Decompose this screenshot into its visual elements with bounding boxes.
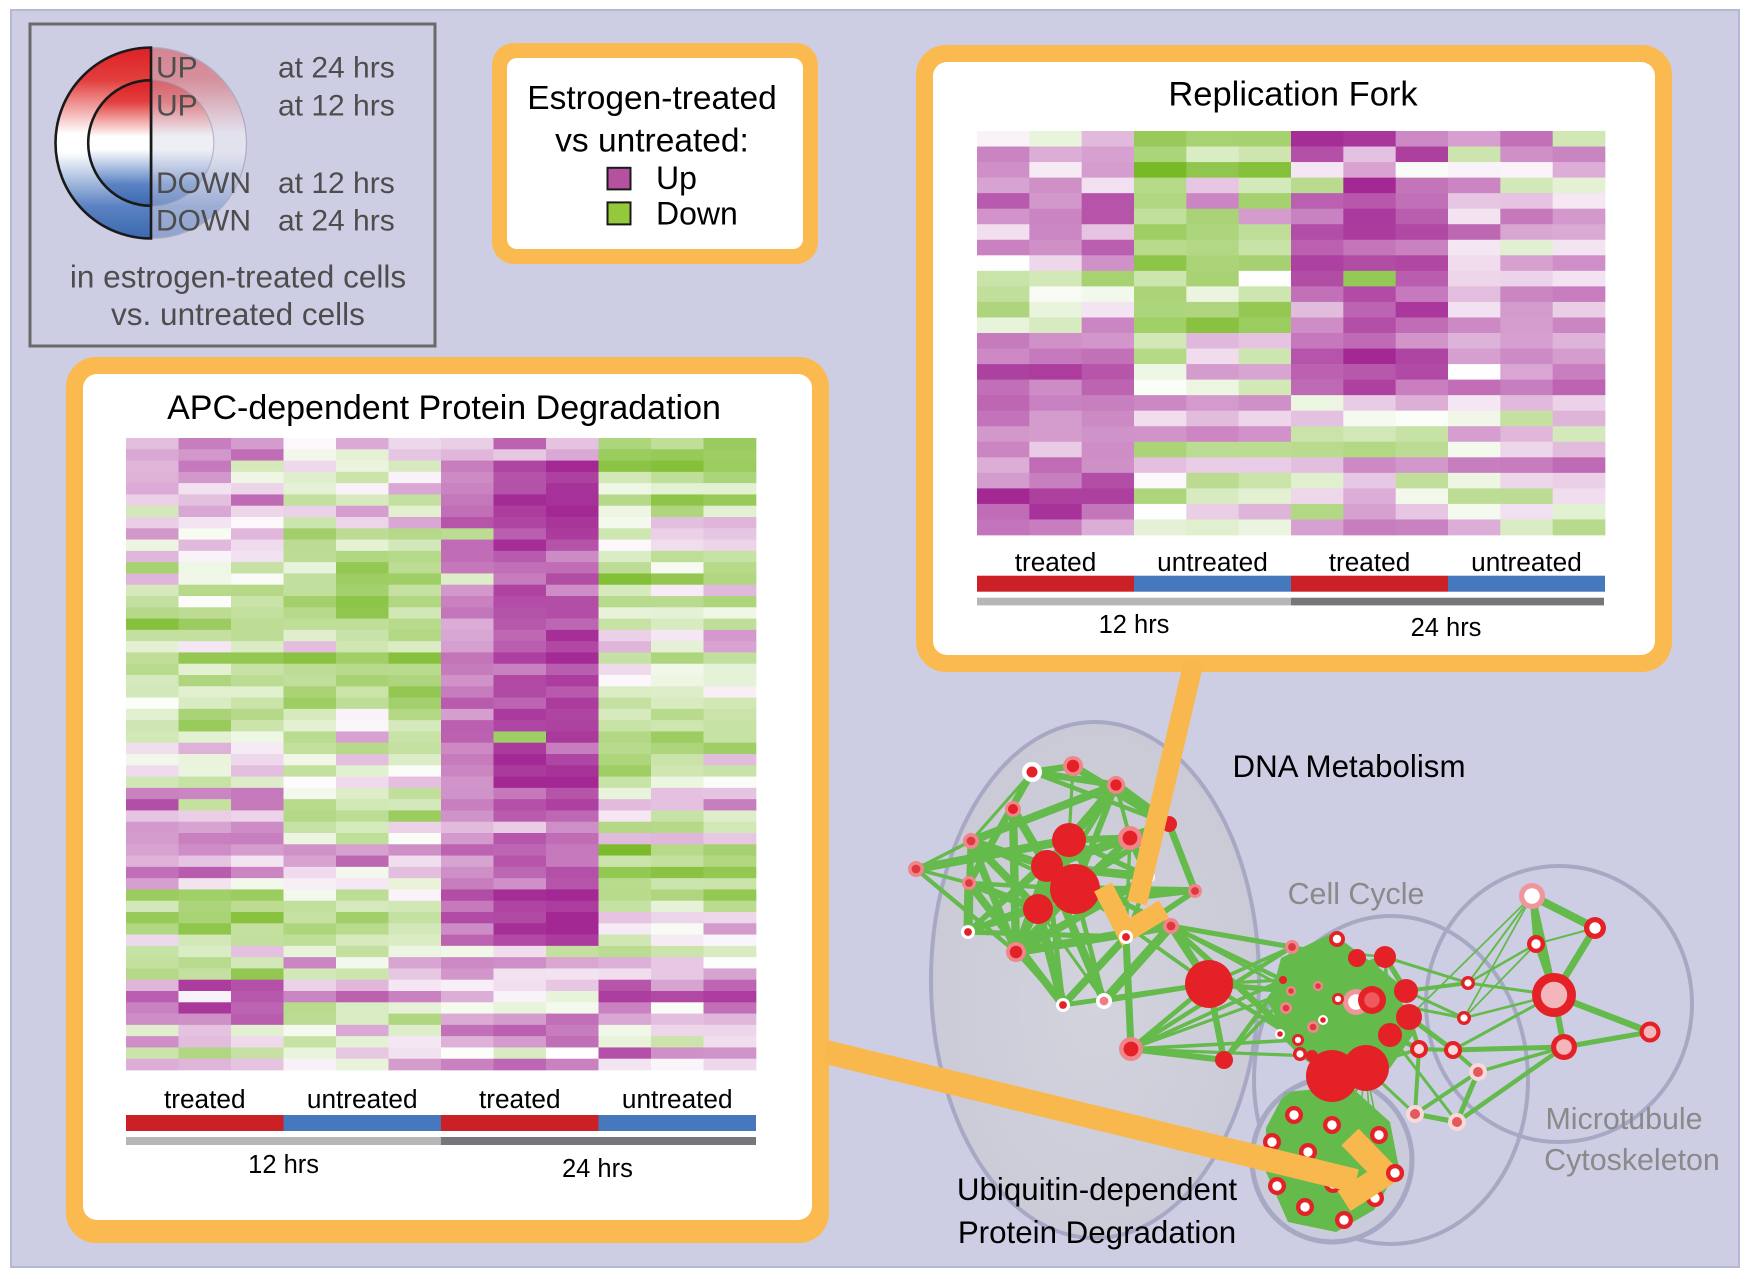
svg-text:untreated: untreated: [1157, 547, 1268, 577]
svg-text:Microtubule: Microtubule: [1545, 1102, 1702, 1136]
svg-text:DOWN: DOWN: [156, 167, 251, 200]
svg-text:treated: treated: [479, 1084, 561, 1114]
svg-text:at 12 hrs: at 12 hrs: [278, 167, 395, 200]
svg-text:at 24 hrs: at 24 hrs: [278, 52, 395, 85]
svg-text:vs untreated:: vs untreated:: [555, 123, 749, 160]
svg-text:vs. untreated cells: vs. untreated cells: [111, 296, 365, 332]
svg-text:DNA Metabolism: DNA Metabolism: [1232, 749, 1465, 784]
svg-text:untreated: untreated: [1471, 547, 1582, 577]
svg-text:Estrogen-treated: Estrogen-treated: [527, 80, 777, 117]
svg-text:Up: Up: [656, 160, 697, 196]
svg-text:Cytoskeleton: Cytoskeleton: [1544, 1143, 1720, 1177]
svg-text:treated: treated: [164, 1084, 246, 1114]
svg-text:in estrogen-treated cells: in estrogen-treated cells: [70, 259, 406, 295]
svg-text:APC-dependent Protein Degradat: APC-dependent Protein Degradation: [167, 389, 721, 427]
svg-text:24 hrs: 24 hrs: [1411, 614, 1482, 642]
svg-text:DOWN: DOWN: [156, 204, 251, 237]
svg-text:12 hrs: 12 hrs: [248, 1151, 319, 1179]
svg-text:12 hrs: 12 hrs: [1099, 611, 1170, 639]
svg-text:treated: treated: [1015, 547, 1097, 577]
svg-text:treated: treated: [1329, 547, 1411, 577]
svg-text:24 hrs: 24 hrs: [562, 1155, 633, 1183]
svg-text:at 12 hrs: at 12 hrs: [278, 90, 395, 123]
svg-text:untreated: untreated: [307, 1084, 418, 1114]
svg-text:UP: UP: [156, 90, 198, 123]
svg-text:Cell Cycle: Cell Cycle: [1288, 877, 1425, 911]
svg-text:Replication Fork: Replication Fork: [1168, 76, 1418, 114]
svg-text:UP: UP: [156, 52, 198, 85]
svg-text:at 24 hrs: at 24 hrs: [278, 204, 395, 237]
svg-text:Protein Degradation: Protein Degradation: [958, 1215, 1236, 1250]
svg-text:Down: Down: [656, 195, 738, 231]
svg-text:untreated: untreated: [622, 1084, 733, 1114]
svg-text:Ubiquitin-dependent: Ubiquitin-dependent: [957, 1172, 1237, 1207]
